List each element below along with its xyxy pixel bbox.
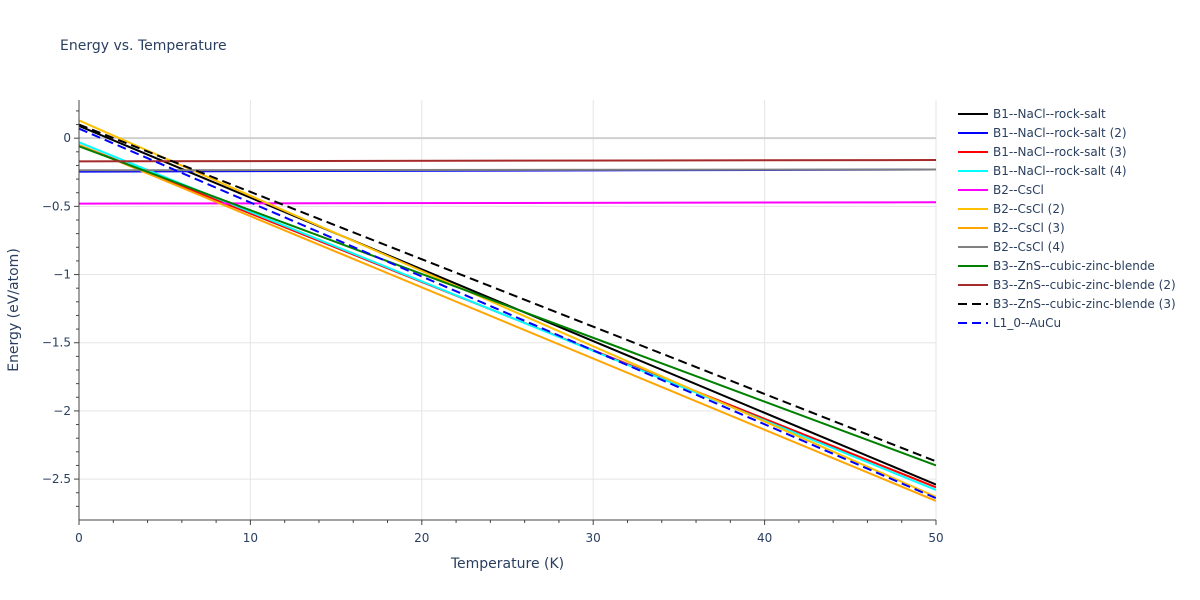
y-axis-title: Energy (eV/atom) [6, 248, 22, 372]
legend-label: B1--NaCl--rock-salt (2) [993, 126, 1127, 140]
legend-label: B2--CsCl (3) [993, 221, 1065, 235]
y-tick-label: −0.5 [42, 199, 71, 213]
legend-label: B2--CsCl (4) [993, 240, 1065, 254]
legend: B1--NaCl--rock-salt B1--NaCl--rock-salt (… [958, 107, 1176, 330]
legend-label: B3--ZnS--cubic-zinc-blende (3) [993, 297, 1176, 311]
series-line [79, 144, 936, 502]
legend-label: B1--NaCl--rock-salt (3) [993, 145, 1127, 159]
series-lines [79, 119, 936, 502]
x-tick-label: 0 [75, 531, 83, 545]
legend-label: B3--ZnS--cubic-zinc-blende [993, 259, 1155, 273]
series-line [79, 127, 936, 500]
y-tick-label: −1.5 [42, 336, 71, 350]
x-tick-label: 20 [414, 531, 429, 545]
series-line [79, 159, 936, 163]
legend-label: B3--ZnS--cubic-zinc-blende (2) [993, 278, 1176, 292]
legend-label: L1_0--AuCu [993, 316, 1061, 330]
y-tick-label: −1 [53, 268, 71, 282]
y-tick-label: −2 [53, 404, 71, 418]
legend-label: B1--NaCl--rock-salt [993, 107, 1106, 121]
series-line [79, 168, 936, 172]
plot-area: 0 10 20 30 40 50 0 −0.5 −1 −1.5 −2 −2.5 [42, 100, 944, 545]
series-line [79, 119, 936, 498]
axes: 0 10 20 30 40 50 0 −0.5 −1 −1.5 −2 −2.5 [42, 100, 944, 545]
plot-background [79, 100, 936, 520]
chart-title: Energy vs. Temperature [60, 38, 227, 54]
x-tick-label: 40 [757, 531, 772, 545]
series-line [79, 145, 936, 467]
series-line [79, 201, 936, 205]
legend-label: B2--CsCl [993, 183, 1044, 197]
x-tick-label: 30 [586, 531, 601, 545]
legend-label: B2--CsCl (2) [993, 202, 1065, 216]
y-tick-label: 0 [63, 131, 71, 145]
y-tick-label: −2.5 [42, 472, 71, 486]
legend-label: B1--NaCl--rock-salt (4) [993, 164, 1127, 178]
x-tick-label: 50 [928, 531, 943, 545]
x-axis-title: Temperature (K) [450, 556, 564, 572]
x-tick-label: 10 [243, 531, 258, 545]
